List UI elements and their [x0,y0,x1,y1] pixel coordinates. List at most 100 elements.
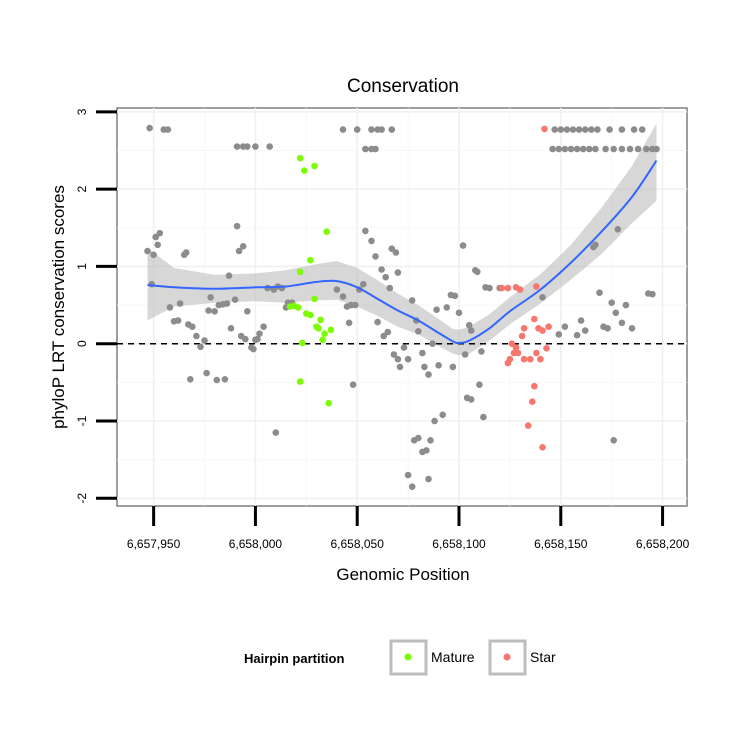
data-point-star [498,284,506,292]
y-tick-label: 1 [75,263,89,270]
y-tick-label: 0 [75,340,89,347]
data-point-other [203,369,210,377]
data-point-other [435,362,442,369]
data-point-other [577,317,585,324]
data-point-other [478,348,485,355]
data-point-other [213,376,221,384]
points-layer [144,124,660,491]
data-point-other [339,126,347,133]
data-point-other [608,299,615,307]
data-point-star [531,315,538,323]
data-point-other [425,371,432,378]
data-point-other [569,126,577,133]
x-axis-title: Genomic Position [336,565,469,584]
data-point-other [349,381,357,389]
data-point-other [419,349,426,357]
data-point-other [150,251,157,259]
data-point-other [539,294,546,301]
data-point-other [443,304,451,311]
legend-item-star: Star [488,639,556,676]
data-point-other [187,376,194,383]
y-tick-label: -1 [75,415,89,426]
data-point-other [250,345,257,353]
data-point-mature [313,323,320,331]
legend: Hairpin partition Mature Star [244,639,556,676]
data-point-other [231,296,239,304]
data-point-other [339,293,347,300]
data-point-mature [327,326,335,334]
data-point-mature [294,304,302,311]
data-point-other [614,226,622,233]
data-point-other [555,145,563,153]
data-point-other [368,126,375,133]
data-point-other [404,355,412,363]
y-tick-label: 2 [75,185,89,192]
data-point-other [372,145,379,153]
data-point-other [152,233,159,241]
series-other [144,124,660,491]
data-point-other [561,145,569,153]
data-point-other [638,126,646,133]
data-point-other [467,396,475,403]
data-point-star [504,359,512,367]
data-point-other [378,266,385,273]
data-point-other [431,417,438,425]
data-point-mature [307,311,314,319]
chart-title: Conservation [347,76,459,97]
data-point-other [573,145,581,153]
x-axis: 6,657,950 6,658,000 6,658,050 6,658,100 6,65… [127,506,690,551]
data-point-other [594,126,601,133]
data-point-other [362,227,369,235]
data-point-other [223,300,231,307]
legend-key-star [488,639,527,676]
data-point-other [164,126,172,133]
data-point-other [474,268,481,276]
data-point-other [207,294,214,301]
legend-label-star: Star [530,649,556,665]
data-point-mature [323,228,331,235]
y-tick-label: 3 [75,108,89,115]
data-point-star [518,332,526,340]
data-point-other [459,242,467,249]
data-point-other [382,273,390,281]
data-point-other [427,437,434,444]
data-point-other [643,145,650,153]
data-point-other [197,343,204,351]
data-point-other [374,318,381,326]
x-tick-label: 6,658,150 [534,537,588,551]
data-point-other [256,330,263,338]
smooth-layer [147,160,658,344]
data-point-other [260,323,267,331]
data-point-other [146,124,153,132]
data-point-mature [325,399,333,407]
data-point-star [539,444,546,451]
data-point-other [205,307,212,314]
data-point-other [618,126,626,133]
data-point-other [606,126,613,133]
data-point-star [533,349,540,357]
data-point-other [166,304,174,311]
data-point-other [461,351,469,358]
data-point-other [581,327,589,334]
legend-title: Hairpin partition [244,651,344,666]
data-point-other [400,344,408,351]
data-point-other [415,434,422,442]
data-point-other [345,319,353,327]
data-point-other [372,253,379,260]
data-point-other [586,145,593,153]
data-point-other [555,331,563,338]
data-point-other [653,145,660,153]
data-point-other [227,325,235,332]
data-point-other [235,247,243,255]
data-point-other [266,143,274,150]
data-point-other [252,143,259,150]
data-point-other [486,284,493,292]
data-point-other [390,351,398,358]
data-point-other [404,471,412,479]
data-point-other [378,126,385,133]
data-point-mature [311,295,318,303]
data-point-star [543,345,550,352]
data-point-mature [296,378,304,385]
data-point-other [380,332,388,340]
